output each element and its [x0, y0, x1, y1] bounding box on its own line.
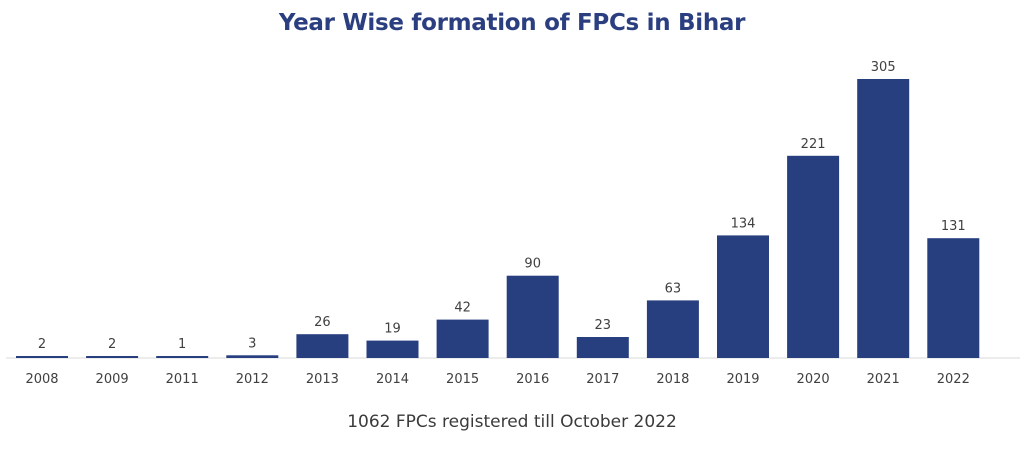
bar-2012 [226, 355, 279, 358]
x-tick-label-2009: 2009 [96, 372, 129, 387]
bar-2016 [506, 275, 559, 358]
value-label-2009: 2 [108, 337, 116, 352]
bar-2022 [927, 238, 980, 358]
value-label-2013: 26 [314, 315, 331, 330]
bar-2015 [436, 319, 489, 358]
bar-2011 [156, 356, 209, 358]
value-label-2016: 90 [524, 257, 541, 272]
value-label-2008: 2 [38, 337, 46, 352]
bar-2019 [717, 235, 769, 358]
x-tick-label-2019: 2019 [726, 372, 759, 387]
value-label-2022: 131 [941, 219, 966, 234]
bar-2008 [16, 356, 68, 358]
x-tick-label-2008: 2008 [25, 372, 58, 387]
value-label-2012: 3 [248, 336, 256, 351]
chart-title: Year Wise formation of FPCs in Bihar [278, 10, 746, 36]
value-label-2018: 63 [665, 281, 682, 296]
x-tick-label-2011: 2011 [166, 372, 199, 387]
chart-caption: 1062 FPCs registered till October 2022 [347, 412, 677, 432]
value-label-2020: 221 [801, 137, 826, 152]
x-tick-label-2018: 2018 [656, 372, 689, 387]
bar-2014 [366, 340, 419, 358]
x-tick-label-2022: 2022 [937, 372, 970, 387]
value-label-2014: 19 [384, 322, 401, 337]
value-label-2019: 134 [731, 216, 756, 231]
value-label-2021: 305 [871, 60, 896, 75]
value-label-2011: 1 [178, 337, 186, 352]
bar-2009 [86, 356, 139, 358]
bar-2020 [787, 155, 840, 358]
x-tick-label-2017: 2017 [586, 372, 619, 387]
value-label-2017: 23 [595, 318, 612, 333]
x-tick-label-2012: 2012 [236, 372, 269, 387]
x-tick-label-2020: 2020 [797, 372, 830, 387]
x-tick-label-2014: 2014 [376, 372, 409, 387]
bars-group [16, 79, 980, 358]
bar-2018 [646, 300, 699, 358]
value-label-2015: 42 [454, 301, 471, 316]
x-tick-label-2015: 2015 [446, 372, 479, 387]
x-tick-label-2016: 2016 [516, 372, 549, 387]
bar-2017 [576, 337, 629, 358]
bar-2021 [857, 79, 910, 358]
x-tick-label-2013: 2013 [306, 372, 339, 387]
x-tick-label-2021: 2021 [867, 372, 900, 387]
x-tick-labels-group: 2008 2009 2011 2012 2013 2014 2015 2016 2017 2018… [25, 372, 969, 387]
bar-2013 [296, 334, 349, 358]
